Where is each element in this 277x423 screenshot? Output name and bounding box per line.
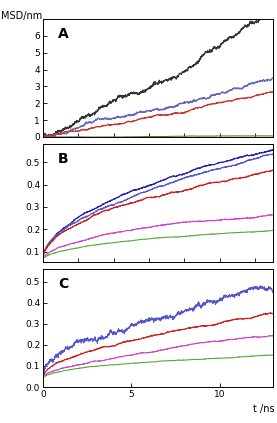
Text: C: C <box>58 277 68 291</box>
Text: A: A <box>58 27 69 41</box>
Text: t /ns: t /ns <box>253 404 274 414</box>
Text: MSD/nm: MSD/nm <box>1 11 43 21</box>
Text: B: B <box>58 152 68 166</box>
